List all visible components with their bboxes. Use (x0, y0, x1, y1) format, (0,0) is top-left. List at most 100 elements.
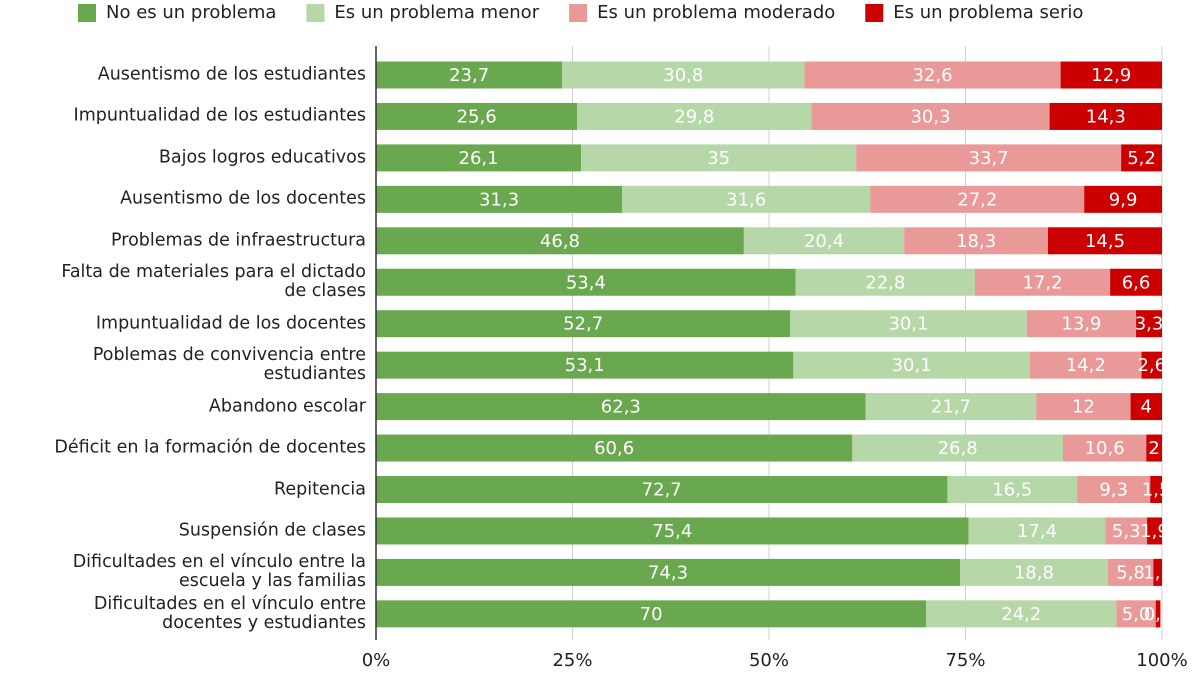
bar-segment (376, 144, 582, 172)
value-label: 53,4 (566, 272, 606, 293)
bar-segment (959, 558, 1108, 586)
bar-segment (1153, 558, 1162, 586)
bar-segment (852, 434, 1063, 462)
x-tick-label: 75% (945, 650, 985, 671)
bar-segment (376, 476, 948, 503)
bar-segment (1084, 185, 1162, 213)
value-label: 4 (1141, 397, 1152, 418)
value-label: 30,1 (892, 355, 932, 376)
bar-segment (947, 476, 1078, 503)
bar-segment (1036, 393, 1131, 421)
y-tick-label: Ausentismo de los estudiantes (97, 64, 366, 85)
value-label: 62,3 (601, 397, 641, 418)
value-label: 3,3 (1135, 314, 1164, 335)
bar-segment (865, 393, 1037, 421)
value-label: 0,6 (1144, 604, 1173, 625)
value-label: 32,6 (912, 65, 952, 86)
value-label: 18,8 (1014, 562, 1054, 583)
legend-swatch (569, 4, 588, 22)
value-label: 5,0 (1122, 604, 1151, 625)
value-label: 1,9 (1140, 521, 1169, 542)
y-tick-label: Suspensión de clases (178, 520, 366, 541)
value-label: 12,9 (1091, 65, 1131, 86)
bar-segment (1049, 102, 1162, 130)
bar-segment (1060, 61, 1162, 89)
value-label: 46,8 (540, 231, 580, 252)
value-label: 26,8 (938, 438, 978, 459)
bar-segment (804, 61, 1061, 89)
value-label: 17,4 (1017, 521, 1057, 542)
value-label: 14,2 (1066, 355, 1106, 376)
y-tick-label: Problemas de infraestructura (111, 230, 366, 251)
value-label: 9,9 (1109, 189, 1138, 210)
value-label: 12 (1072, 397, 1095, 418)
bar-segment (1141, 351, 1162, 379)
bar-segment (1107, 558, 1154, 586)
y-tick-label: Déficit en la formación de docentes (54, 437, 366, 458)
value-label: 13,9 (1061, 314, 1101, 335)
value-label: 18,3 (956, 231, 996, 252)
bar-segment (1155, 600, 1161, 628)
bar-segment (793, 351, 1030, 379)
y-tick-label: Dificultades en el vínculo entre docente… (93, 593, 366, 633)
value-label: 29,8 (674, 106, 714, 127)
y-tick-label: Ausentismo de los docentes (120, 188, 366, 209)
bar-segment (376, 351, 794, 379)
legend-swatch (865, 4, 884, 22)
bar-segment (743, 227, 905, 255)
bar-segment (376, 393, 866, 421)
bar-segment (376, 102, 578, 130)
value-label: 53,1 (565, 355, 605, 376)
value-label: 23,7 (449, 65, 489, 86)
y-tick-label: Impuntualidad de los estudiantes (73, 105, 366, 126)
value-label: 35 (707, 148, 730, 169)
y-tick-label: Poblemas de convivencia entre estudiante… (92, 345, 366, 385)
bar-segment (1146, 434, 1162, 462)
value-label: 24,2 (1001, 604, 1041, 625)
value-label: 26,1 (459, 148, 499, 169)
value-label: 20,4 (804, 231, 844, 252)
value-label: 17,2 (1022, 272, 1062, 293)
value-label: 31,3 (479, 189, 519, 210)
value-label: 75,4 (652, 521, 692, 542)
y-tick-label: Dificultades en el vínculo entre la escu… (72, 552, 366, 592)
bar-segment (577, 102, 812, 130)
legend-label: Es un problema moderado (597, 2, 835, 23)
bar-segment (926, 600, 1117, 628)
bar-segment (1136, 310, 1162, 338)
value-label: 60,6 (594, 438, 634, 459)
bar-segment (376, 61, 563, 89)
value-label: 5,8 (1116, 562, 1145, 583)
value-label: 72,7 (642, 480, 682, 501)
value-label: 1,5 (1142, 480, 1171, 501)
bar-segment (1062, 434, 1147, 462)
bar-segment (856, 144, 1122, 172)
bar-segment (376, 268, 796, 296)
value-label: 52,7 (563, 314, 603, 335)
bar-segment (1077, 476, 1151, 503)
bar-segment (1116, 600, 1156, 628)
x-tick-label: 0% (362, 650, 391, 671)
value-label: 10,6 (1085, 438, 1125, 459)
bar-segment (376, 558, 960, 586)
bar-segment (1121, 144, 1162, 172)
bar-segment (562, 61, 805, 89)
bar-segment (1147, 517, 1162, 545)
y-tick-label: Repitencia (273, 479, 366, 499)
bar-segment (376, 227, 744, 255)
value-label: 14,3 (1086, 106, 1126, 127)
bar-segment (968, 517, 1106, 545)
value-label: 22,8 (865, 272, 905, 293)
legend-label: Es un problema menor (334, 2, 539, 23)
bar-segment (870, 185, 1085, 213)
legend-label: Es un problema serio (893, 2, 1083, 23)
bar-segment (1105, 517, 1148, 545)
legend-label: No es un problema (106, 2, 276, 23)
value-label: 70 (640, 604, 663, 625)
y-tick-label: Falta de materiales para el dictado de c… (61, 262, 366, 302)
bar-segment (790, 310, 1027, 338)
value-label: 5,3 (1112, 521, 1141, 542)
value-label: 30,8 (663, 65, 703, 86)
value-label: 9,3 (1099, 480, 1128, 501)
